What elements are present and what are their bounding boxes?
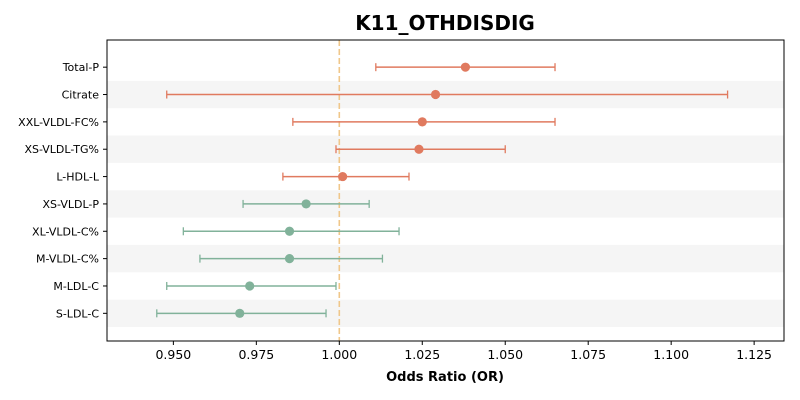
x-ticks: 0.950 0.975 1.000 1.025 1.050 1.075 1.100 1.125 [155, 341, 772, 362]
point-estimate [284, 254, 295, 264]
estimate-row [375, 62, 556, 72]
y-tick-label: XS-VLDL-TG% [24, 143, 99, 156]
y-tick-label: L-HDL-L [56, 171, 100, 184]
y-tick-label: XL-VLDL-C% [32, 225, 99, 238]
estimate-row [156, 308, 327, 318]
point-estimate [460, 62, 471, 72]
point-estimate [235, 308, 245, 318]
y-tick-label: XS-VLDL-P [42, 198, 99, 211]
chart-title: K11_OTHDISDIG [355, 11, 535, 35]
estimate-row [292, 117, 556, 127]
estimate-row [242, 199, 370, 209]
point-estimate [430, 89, 441, 100]
x-tick-label: 1.050 [487, 347, 523, 362]
estimate-row [166, 89, 729, 100]
estimate-row [335, 144, 506, 154]
estimate-row [166, 281, 337, 291]
point-estimate [284, 226, 295, 236]
plot-frame [106, 39, 785, 342]
x-tick-label: 1.125 [736, 347, 772, 362]
point-estimate [417, 117, 427, 127]
point-estimate [245, 281, 255, 291]
estimate-row [199, 254, 384, 264]
y-tick-label: XXL-VLDL-FC% [18, 116, 99, 129]
y-tick-label: Total-P [62, 61, 100, 74]
row-bands [107, 80, 784, 327]
y-tick-labels: Total-P Citrate XXL-VLDL-FC% XS-VLDL-TG% L-H… [18, 61, 107, 320]
point-estimate [414, 144, 424, 154]
row-band [107, 190, 784, 218]
x-tick-label: 0.975 [238, 347, 274, 362]
y-tick-label: M-VLDL-C% [36, 253, 99, 266]
data-marks [156, 62, 729, 318]
x-tick-label: 1.075 [570, 347, 606, 362]
x-tick-label: 1.025 [404, 347, 440, 362]
point-estimate [338, 171, 348, 182]
estimate-row [182, 226, 400, 236]
x-axis-label: Odds Ratio (OR) [386, 370, 504, 385]
point-estimate [301, 199, 311, 209]
x-tick-label: 0.950 [155, 347, 191, 362]
y-tick-label: M-LDL-C [53, 280, 99, 293]
y-tick-label: Citrate [62, 89, 100, 102]
x-tick-label: 1.000 [321, 347, 357, 362]
estimate-row [282, 171, 410, 182]
x-tick-label: 1.100 [653, 347, 689, 362]
y-tick-label: S-LDL-C [56, 307, 99, 320]
